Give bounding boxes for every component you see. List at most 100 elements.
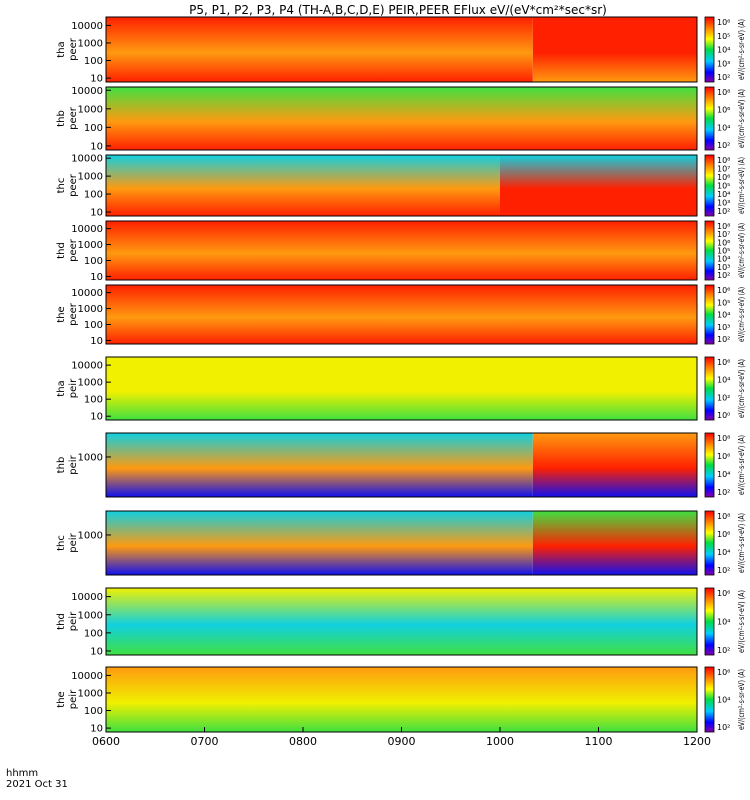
spectrogram-segment (106, 221, 697, 280)
y-tick-label: 100 (84, 56, 103, 67)
colorbar-tick-label: 10² (717, 73, 730, 82)
colorbar-tick-label: 10² (717, 271, 730, 280)
colorbar-label: eV/(cm²-s-sr-eV) (A) (737, 669, 746, 730)
y-tick-label: 100 (84, 395, 103, 406)
colorbar-tick-label: 10⁶ (717, 173, 730, 182)
colorbar-tick-label: 10⁶ (717, 358, 730, 367)
colorbar-tick-label: 10² (717, 723, 730, 732)
colorbar (704, 666, 715, 733)
y-tick-label: 10 (90, 272, 103, 283)
y-tick-label: 1000 (78, 304, 103, 315)
spectrogram-segment (106, 87, 697, 150)
colorbar-tick-label: 10² (717, 335, 730, 344)
colorbar-tick-label: 10⁶ (717, 18, 730, 27)
colorbar-tick-label: 10⁶ (717, 286, 730, 295)
panel-frame (105, 356, 698, 421)
y-tick-label: 100 (84, 190, 103, 201)
y-tick-label: 10000 (71, 592, 103, 603)
x-tick-label: 1000 (486, 735, 514, 748)
colorbar-tick-label: 10³ (717, 263, 730, 272)
x-axis: 0600 0700 0800 0900 1000 1100 1200 (92, 727, 711, 748)
spectrogram-segment (532, 433, 697, 497)
y-tick-label: 1000 (78, 530, 103, 541)
y-tick-label: 1000 (78, 104, 103, 115)
colorbar (704, 356, 715, 421)
x-tick-label: 0700 (191, 735, 219, 748)
y-axis-label: peir (68, 454, 79, 474)
x-tick-label: 0600 (92, 735, 120, 748)
y-axis-label: thb (56, 110, 67, 127)
colorbar-tick-label: 10⁸ (717, 512, 730, 521)
y-tick-label: 1000 (78, 240, 103, 251)
colorbar-label: eV/(cm²-s-sr-eV) (A) (737, 89, 746, 148)
colorbar (704, 220, 715, 281)
y-tick-label: 1000 (78, 688, 103, 699)
colorbar-label: eV/(cm²-s-sr-eV) (A) (737, 513, 746, 573)
colorbar-label: eV/(cm²-s-sr-eV) (A) (737, 19, 746, 80)
panel-tha-peer: 10000 1000 100 10 tha peer 10⁶ 10⁵ 10⁴ 10³ 10² eV/(… (56, 16, 746, 85)
y-tick-label: 10000 (71, 21, 103, 32)
x-footer-date: 2021 Oct 31 (6, 779, 68, 790)
colorbar-tick-label: 10⁴ (717, 255, 730, 264)
panel-the-peir: 10000 1000 100 10 the peir 10⁶ 10⁴ 10² eV/(cm²-s-… (56, 666, 746, 735)
colorbar-tick-label: 10⁴ (717, 123, 730, 132)
y-axis-label: peer (68, 302, 79, 326)
spectrogram-segment (106, 511, 533, 575)
colorbar-tick-label: 10² (717, 207, 730, 216)
y-tick-label: 10 (90, 646, 103, 657)
y-tick-label: 1000 (78, 172, 103, 183)
colorbar-tick-label: 10⁸ (717, 156, 730, 165)
spectrogram-segment (532, 17, 697, 82)
y-tick-label: 100 (84, 628, 103, 639)
colorbar (704, 154, 715, 217)
y-axis-label: peer (68, 37, 79, 61)
x-tick-label: 0800 (289, 735, 317, 748)
y-axis-label: thd (56, 242, 67, 259)
colorbar-label: eV/(cm²-s-sr-eV) (A) (737, 359, 746, 418)
y-tick-label: 1000 (78, 38, 103, 49)
colorbar-tick-label: 10⁴ (717, 618, 730, 627)
y-tick-label: 10000 (71, 154, 103, 165)
y-tick-label: 100 (84, 123, 103, 134)
y-axis-label: peer (68, 173, 79, 197)
colorbar (704, 587, 715, 656)
colorbar-tick-label: 10² (717, 566, 730, 575)
colorbar-tick-label: 10⁴ (717, 696, 730, 705)
y-axis-label: peer (68, 238, 79, 262)
colorbar-tick-label: 10⁰ (717, 411, 730, 420)
colorbar (704, 86, 715, 151)
colorbar-label: eV/(cm²-s-sr-eV) (A) (737, 287, 746, 342)
y-axis-label: tha (56, 41, 67, 57)
chart-title: P5, P1, P2, P3, P4 (TH-A,B,C,D,E) PEIR,P… (189, 3, 607, 17)
x-footer-hhmm: hhmm (6, 768, 38, 779)
colorbar-tick-label: 10² (717, 141, 730, 150)
y-tick-label: 1000 (78, 452, 103, 463)
spectrogram-segment (106, 667, 697, 732)
colorbar-tick-label: 10⁶ (717, 589, 730, 598)
y-axis-label: thc (56, 178, 67, 194)
colorbar-label: eV/(cm²-s-sr-eV) (A) (737, 590, 746, 653)
colorbar (704, 432, 715, 498)
spectrogram-segment (500, 155, 697, 216)
colorbar-tick-label: 10⁶ (717, 452, 730, 461)
y-tick-label: 100 (84, 320, 103, 331)
y-axis-label: the (56, 691, 67, 707)
y-axis-label: thb (56, 457, 67, 474)
y-axis-label: thd (56, 613, 67, 630)
colorbar-tick-label: 10⁴ (717, 46, 730, 55)
y-axis-label: peir (68, 532, 79, 552)
y-axis-label: peir (68, 378, 79, 398)
colorbar (704, 284, 715, 345)
y-tick-label: 1000 (78, 378, 103, 389)
y-tick-label: 100 (84, 706, 103, 717)
colorbar-tick-label: 10⁸ (717, 222, 730, 231)
spectrogram-segment (106, 155, 500, 216)
panel-frame (105, 432, 698, 498)
colorbar-tick-label: 10⁴ (717, 190, 730, 199)
panel-frame (105, 16, 698, 83)
colorbar-tick-label: 10⁴ (717, 470, 730, 479)
colorbar-tick-label: 10³ (717, 59, 730, 68)
colorbar-tick-label: 10⁷ (717, 165, 730, 174)
spectrogram-segment (106, 357, 697, 420)
panel-the-peer: 10000 1000 100 10 the peer 10⁶ 10⁵ 10⁴ 10³ 10² eV/(… (56, 284, 746, 347)
